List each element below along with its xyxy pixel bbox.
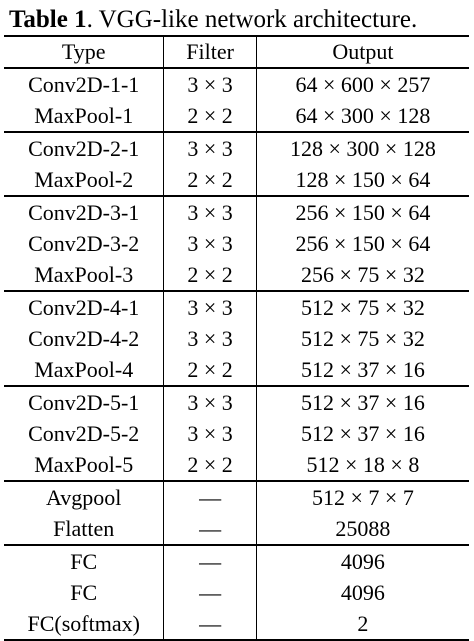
cell-filter: — xyxy=(163,545,257,577)
cell-filter: 3 × 3 xyxy=(163,196,257,228)
table-row: MaxPool-3 2 × 2 256 × 75 × 32 xyxy=(4,259,469,291)
cell-output: 512 × 75 × 32 xyxy=(301,294,425,320)
cell-output: 64 × 600 × 257 xyxy=(295,71,431,97)
cell-filter: 2 × 2 xyxy=(163,164,257,196)
cell-type: Conv2D-2-1 xyxy=(4,132,165,164)
cell-filter: 3 × 3 xyxy=(163,68,257,100)
cell-output: 128 × 300 × 128 xyxy=(290,135,436,161)
cell-filter: — xyxy=(163,608,257,640)
cell-output: 256 × 150 × 64 xyxy=(295,230,431,256)
cell-type: Avgpool xyxy=(4,481,165,513)
cell-output: 512 × 18 × 8 xyxy=(306,451,420,477)
cell-output: 64 × 300 × 128 xyxy=(295,102,431,128)
header-filter: Filter xyxy=(163,36,257,68)
table-row: Conv2D-1-1 3 × 3 64 × 600 × 257 xyxy=(4,68,469,100)
cell-filter: 2 × 2 xyxy=(163,259,257,291)
table-row: Flatten — 25088 xyxy=(4,513,469,545)
table-row: Conv2D-5-1 3 × 3 512 × 37 × 16 xyxy=(4,386,469,418)
cell-output: 512 × 37 × 16 xyxy=(301,389,425,415)
table-row: Conv2D-2-1 3 × 3 128 × 300 × 128 xyxy=(4,132,469,164)
table-row: FC — 4096 xyxy=(4,577,469,608)
cell-filter: — xyxy=(163,481,257,513)
cell-filter: 3 × 3 xyxy=(163,132,257,164)
table-row: Conv2D-4-2 3 × 3 512 × 75 × 32 xyxy=(4,323,469,354)
table-row: MaxPool-5 2 × 2 512 × 18 × 8 xyxy=(4,449,469,481)
table-row: Conv2D-5-2 3 × 3 512 × 37 × 16 xyxy=(4,418,469,449)
cell-output: 512 × 7 × 7 xyxy=(312,484,414,510)
cell-output: 25088 xyxy=(335,515,391,541)
cell-filter: 3 × 3 xyxy=(163,291,257,323)
caption-text: . VGG-like network architecture. xyxy=(86,6,418,33)
table-row: FC(softmax) — 2 xyxy=(4,608,469,640)
architecture-table: Type Filter Output Conv2D-1-1 3 × 3 64 × 6… xyxy=(4,35,469,641)
cell-type: FC(softmax) xyxy=(4,608,165,640)
table-row: MaxPool-1 2 × 2 64 × 300 × 128 xyxy=(4,100,469,132)
cell-type: MaxPool-3 xyxy=(4,259,165,291)
cell-filter: 3 × 3 xyxy=(163,386,257,418)
table-row: Conv2D-4-1 3 × 3 512 × 75 × 32 xyxy=(4,291,469,323)
cell-filter: 2 × 2 xyxy=(163,449,257,481)
table-row: Conv2D-3-1 3 × 3 256 × 150 × 64 xyxy=(4,196,469,228)
cell-filter: 3 × 3 xyxy=(163,228,257,259)
cell-filter: 3 × 3 xyxy=(163,418,257,449)
cell-type: Conv2D-5-2 xyxy=(4,418,165,449)
cell-filter: — xyxy=(163,577,257,608)
caption-label: Table 1 xyxy=(9,6,87,33)
cell-output: 256 × 75 × 32 xyxy=(301,261,425,287)
cell-output: 4096 xyxy=(340,548,385,574)
header-row: Type Filter Output xyxy=(4,36,469,68)
table-caption: Table 1. VGG-like network architecture. xyxy=(9,5,417,35)
header-output: Output xyxy=(332,39,394,64)
cell-output: 256 × 150 × 64 xyxy=(295,199,431,225)
cell-output: 2 xyxy=(357,610,369,636)
cell-type: Conv2D-5-1 xyxy=(4,386,165,418)
cell-type: Conv2D-1-1 xyxy=(4,68,165,100)
cell-type: Conv2D-3-2 xyxy=(4,228,165,259)
table-row: Avgpool — 512 × 7 × 7 xyxy=(4,481,469,513)
cell-type: MaxPool-5 xyxy=(4,449,165,481)
table-row: MaxPool-4 2 × 2 512 × 37 × 16 xyxy=(4,354,469,386)
cell-filter: 2 × 2 xyxy=(163,100,257,132)
cell-type: Conv2D-4-2 xyxy=(4,323,165,354)
cell-type: Flatten xyxy=(4,513,165,545)
cell-type: MaxPool-4 xyxy=(4,354,165,386)
cell-type: MaxPool-2 xyxy=(4,164,165,196)
table-body: Conv2D-1-1 3 × 3 64 × 600 × 257 MaxPool-1 2 … xyxy=(4,68,469,640)
cell-output: 512 × 37 × 16 xyxy=(301,356,425,382)
cell-output: 128 × 150 × 64 xyxy=(295,166,431,192)
table-row: MaxPool-2 2 × 2 128 × 150 × 64 xyxy=(4,164,469,196)
cell-type: MaxPool-1 xyxy=(4,100,165,132)
cell-filter: 3 × 3 xyxy=(163,323,257,354)
cell-filter: — xyxy=(163,513,257,545)
cell-output: 4096 xyxy=(340,579,385,605)
cell-type: FC xyxy=(4,545,165,577)
table-row: FC — 4096 xyxy=(4,545,469,577)
cell-type: Conv2D-3-1 xyxy=(4,196,165,228)
cell-filter: 2 × 2 xyxy=(163,354,257,386)
table-row: Conv2D-3-2 3 × 3 256 × 150 × 64 xyxy=(4,228,469,259)
cell-type: Conv2D-4-1 xyxy=(4,291,165,323)
header-type: Type xyxy=(4,36,165,68)
cell-output: 512 × 75 × 32 xyxy=(301,325,425,351)
cell-type: FC xyxy=(4,577,165,608)
cell-output: 512 × 37 × 16 xyxy=(301,420,425,446)
